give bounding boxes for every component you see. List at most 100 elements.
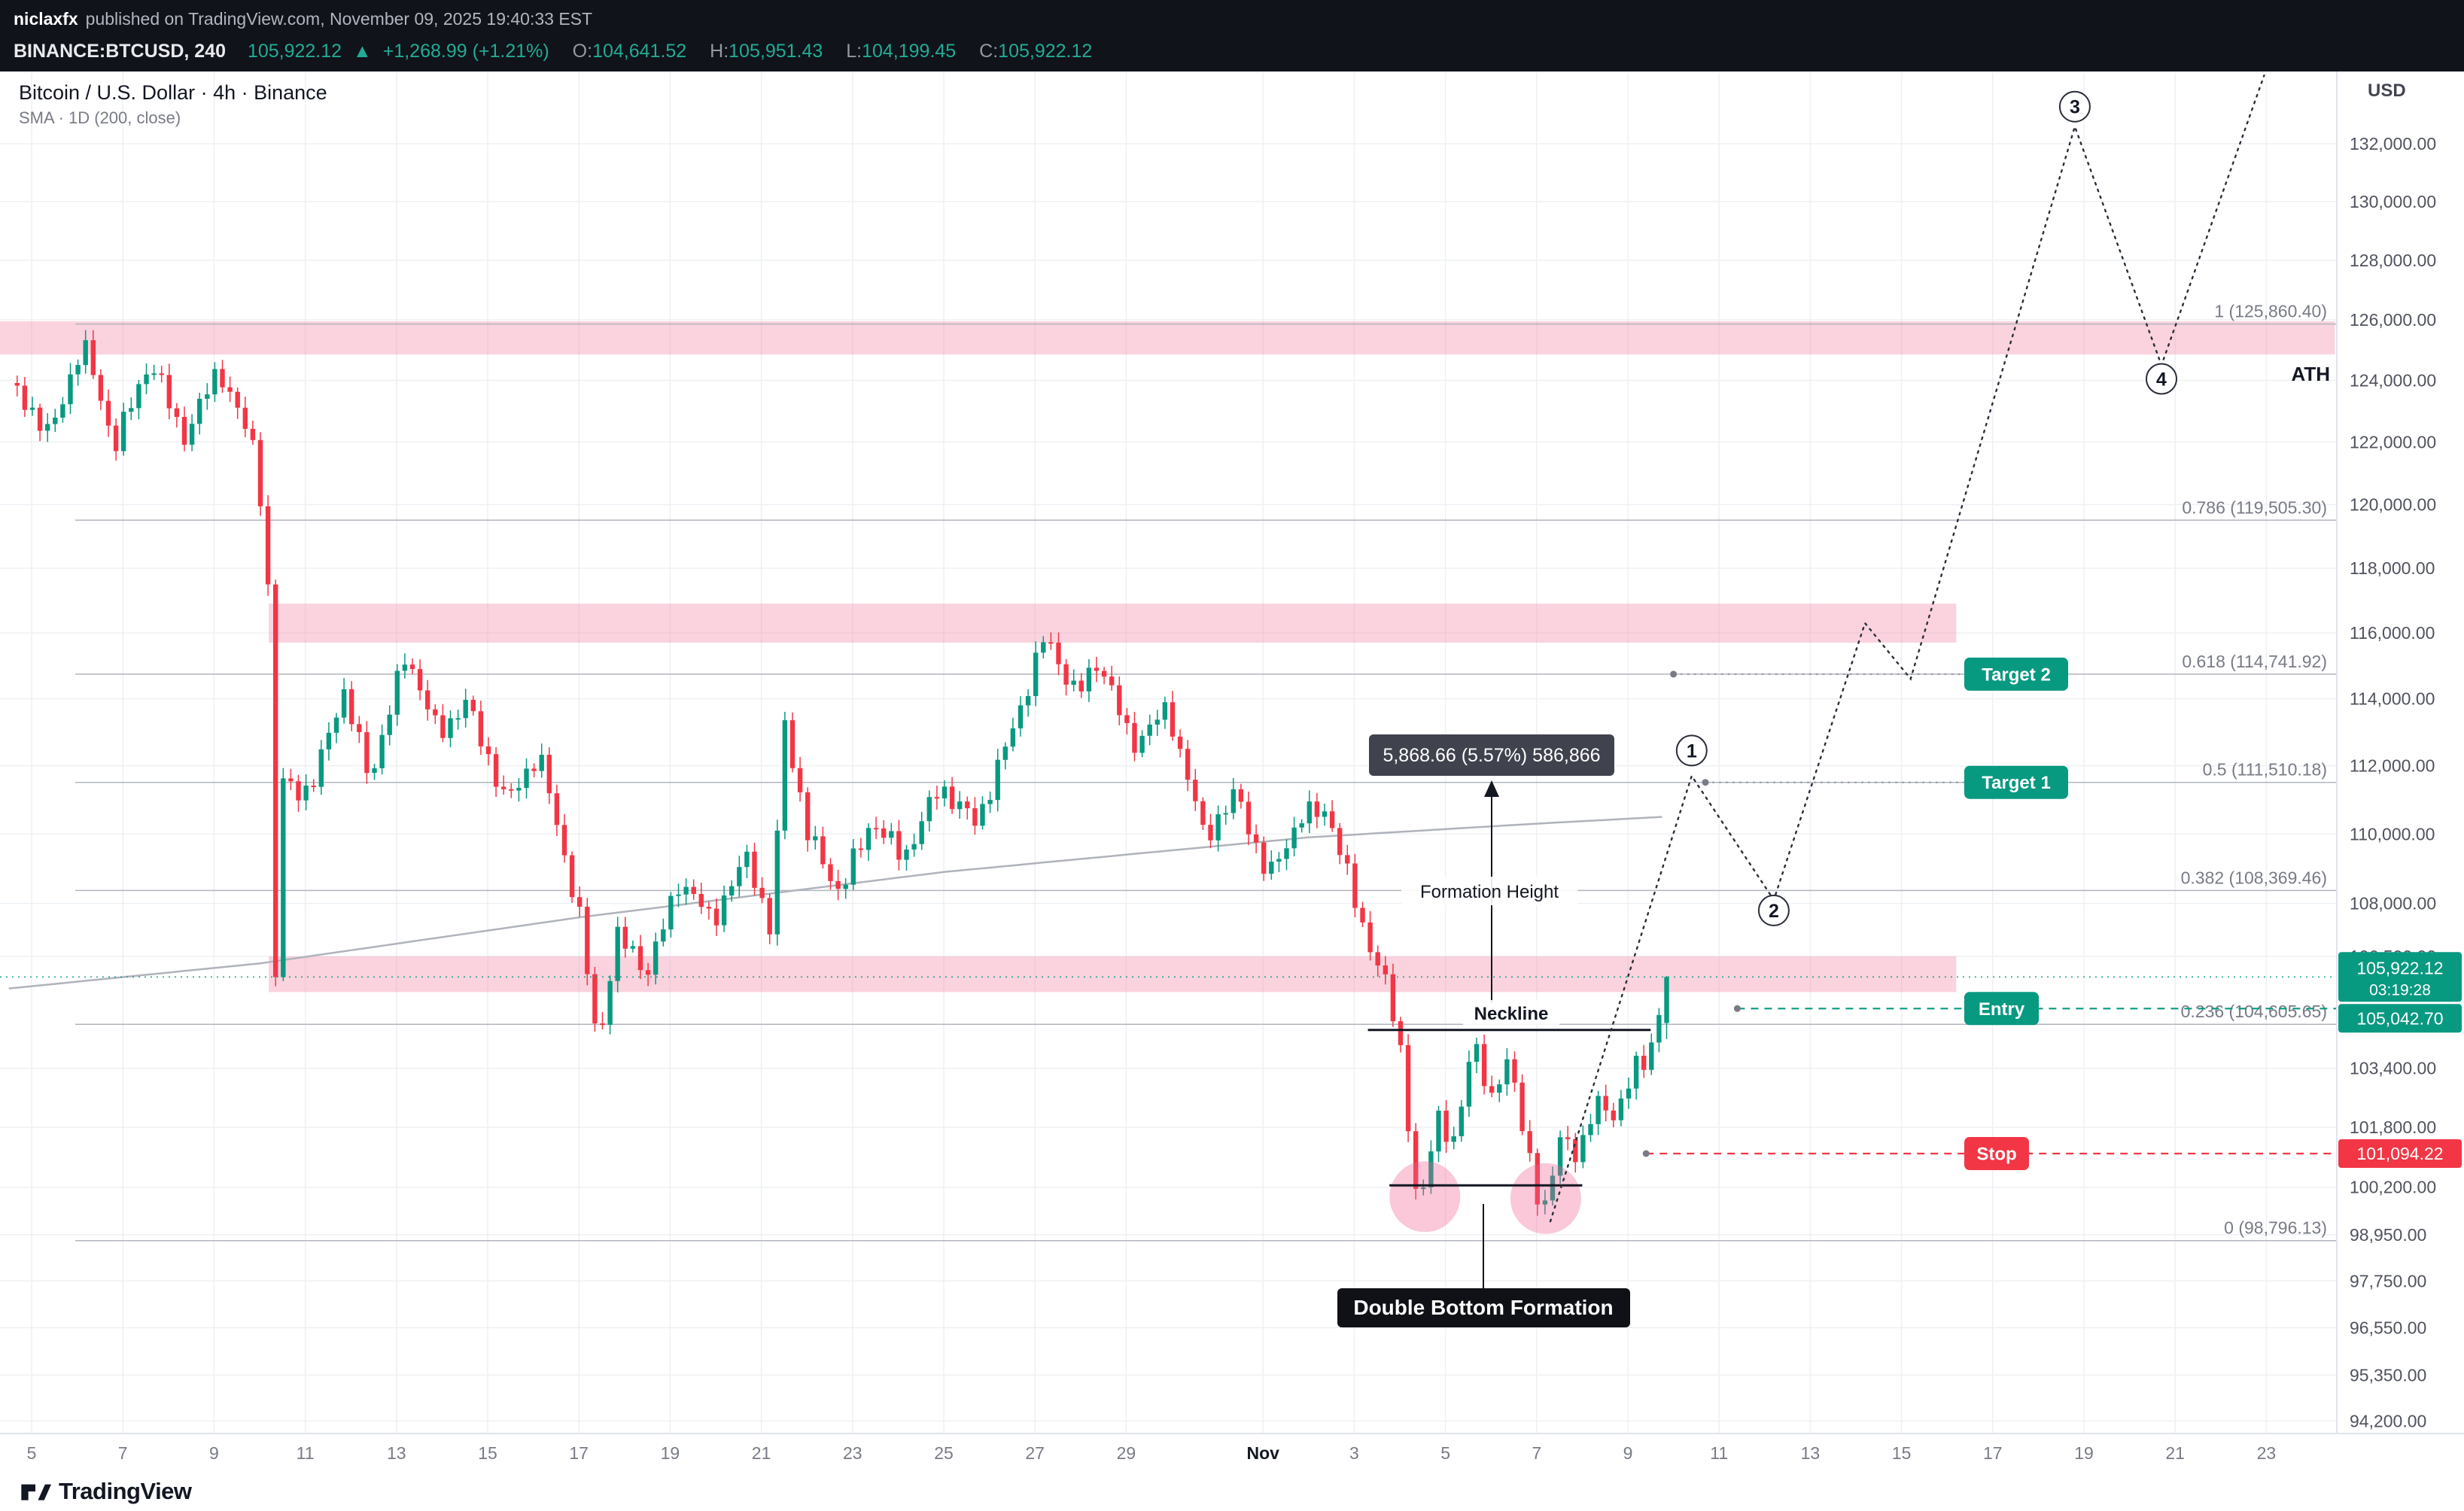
page-footer: TradingView <box>0 1471 2464 1511</box>
supply-zone <box>269 956 1957 993</box>
time-axis-label: Nov <box>1246 1443 1279 1463</box>
price-axis-label: 95,350.00 <box>2350 1365 2426 1385</box>
time-axis-label: 9 <box>1623 1443 1633 1463</box>
svg-text:2: 2 <box>1769 901 1779 922</box>
time-axis-label: 11 <box>1710 1443 1728 1463</box>
time-axis-label: 23 <box>2257 1443 2277 1463</box>
price-axis[interactable] <box>2337 71 2464 1471</box>
fib-level-label: 1 (125,860.40) <box>2214 302 2327 321</box>
chart-canvas[interactable]: 1 (125,860.40) 0.786 (119,505.30) 0.618 (1… <box>0 71 2464 1471</box>
gridlines <box>0 71 2337 1433</box>
formation-height-label: Formation Height <box>1420 882 1559 902</box>
time-axis-label: 7 <box>118 1443 128 1463</box>
stop-price-badge: 101,094.22 <box>2338 1139 2462 1168</box>
price-axis-label: 110,000.00 <box>2350 824 2435 844</box>
brand-name: TradingView <box>59 1477 192 1504</box>
trade-label-target-1[interactable] <box>1964 765 2068 799</box>
price-axis-label: 112,000.00 <box>2350 756 2435 776</box>
time-axis-label: 25 <box>934 1443 954 1463</box>
supply-zones <box>0 321 2335 993</box>
time-axis-label: 29 <box>1117 1443 1136 1463</box>
trade-label-target-2[interactable] <box>1964 657 2068 691</box>
time-axis-label: 5 <box>1440 1443 1450 1463</box>
double-bottom-highlight-circles <box>1389 1161 1581 1234</box>
price-axis-label: 120,000.00 <box>2350 495 2436 515</box>
double-bottom-circle <box>1389 1161 1461 1233</box>
measure-tooltip <box>1369 734 1614 776</box>
svg-text:4: 4 <box>2156 369 2167 391</box>
neckline-label: Neckline <box>1474 1004 1549 1024</box>
time-axis-label: 19 <box>661 1443 680 1463</box>
fib-level-label: 0.618 (114,741.92) <box>2182 652 2327 671</box>
svg-text:3: 3 <box>2070 97 2080 118</box>
double-bottom-label-box[interactable] <box>1337 1288 1630 1327</box>
author-name[interactable]: niclaxfx <box>14 9 78 29</box>
axes[interactable]: 132,000.00 130,000.00 128,000.00 126,000.00… <box>0 71 2464 1471</box>
publish-info: published on TradingView.com, November 0… <box>85 9 593 29</box>
price-axis-label: 98,950.00 <box>2350 1225 2426 1245</box>
direction-arrow-icon: ▲ <box>353 41 372 62</box>
time-axis-label: 13 <box>1801 1443 1821 1463</box>
svg-text:Entry: Entry <box>1979 999 2025 1020</box>
measure-tooltip-text: 5,868.66 (5.57%) 586,866 <box>1383 745 1600 766</box>
supply-zone <box>0 321 2335 355</box>
svg-text:03:19:28: 03:19:28 <box>2369 981 2431 999</box>
price-axis-label: 130,000.00 <box>2350 192 2436 211</box>
trade-label-entry[interactable] <box>1964 992 2039 1026</box>
high-label: H: <box>710 41 729 62</box>
low-label: L: <box>846 41 862 62</box>
time-axis-label: 17 <box>569 1443 589 1463</box>
svg-text:101,094.22: 101,094.22 <box>2356 1144 2443 1163</box>
publish-info-line: niclaxfx published on TradingView.com, No… <box>14 4 2450 34</box>
price-axis-label: 96,550.00 <box>2350 1318 2426 1337</box>
fib-retracement-levels: 1 (125,860.40) 0.786 (119,505.30) 0.618 (1… <box>75 302 2337 1242</box>
price-axis-label: 126,000.00 <box>2350 310 2436 330</box>
formation-height-arrowhead <box>1484 780 1499 797</box>
svg-text:Stop: Stop <box>1976 1145 2016 1165</box>
currency-label: USD <box>2368 81 2406 101</box>
price-axis-label: 132,000.00 <box>2350 134 2436 154</box>
tradingview-logo[interactable]: TradingView <box>20 1476 192 1507</box>
trade-labels: Target 2 Target 1 Entry Stop <box>1670 657 2068 1170</box>
chart-overlay: Bitcoin / U.S. Dollar · 4h · Binance SMA… <box>19 81 2406 127</box>
price-axis-label: 97,750.00 <box>2350 1271 2426 1291</box>
price-axis-label: 116,000.00 <box>2350 623 2435 643</box>
time-axis-label: 15 <box>478 1443 497 1463</box>
symbol-name[interactable]: BINANCE:BTCUSD, 240 <box>14 41 226 62</box>
neckline-label-bg <box>1463 1000 1559 1026</box>
indicator-label[interactable]: SMA · 1D (200, close) <box>19 108 181 127</box>
svg-text:Target 2: Target 2 <box>1982 664 2051 685</box>
wave-marker <box>1675 734 1708 767</box>
svg-text:105,922.12: 105,922.12 <box>2356 958 2443 977</box>
candlesticks <box>14 330 1669 1216</box>
formation-height-label-bg <box>1401 877 1577 905</box>
fib-level-label: 0.786 (119,505.30) <box>2182 497 2327 517</box>
open-label: O: <box>572 41 593 62</box>
time-axis-label: 11 <box>297 1443 315 1463</box>
time-axis-label: 23 <box>843 1443 862 1463</box>
double-bottom-circle <box>1510 1163 1581 1234</box>
price-axis-label: 128,000.00 <box>2350 251 2436 270</box>
time-axis[interactable] <box>0 1433 2464 1471</box>
time-axis-label: 21 <box>752 1443 771 1463</box>
price-axis-label: 118,000.00 <box>2350 558 2435 578</box>
trade-label-stop[interactable] <box>1964 1137 2029 1170</box>
chart-title[interactable]: Bitcoin / U.S. Dollar · 4h · Binance <box>19 81 327 104</box>
high-value: 105,951.43 <box>729 41 823 62</box>
entry-price-badge: 105,042.70 <box>2338 1004 2462 1033</box>
publish-header: niclaxfx published on TradingView.com, No… <box>0 0 2464 71</box>
price-axis-label: 101,800.00 <box>2350 1117 2436 1137</box>
supply-zone <box>269 603 1957 643</box>
price-axis-label: 122,000.00 <box>2350 432 2436 451</box>
time-axis-label: 19 <box>2074 1443 2094 1463</box>
price-axis-label: 108,000.00 <box>2350 894 2436 914</box>
price-axis-label: 124,000.00 <box>2350 371 2436 391</box>
ath-label: ATH <box>2291 363 2330 385</box>
wave-marker <box>2058 90 2091 123</box>
symbol-quote-line: BINANCE:BTCUSD, 240 105,922.12 ▲ +1,268.… <box>14 34 2450 68</box>
price-axis-label: 100,200.00 <box>2350 1178 2436 1197</box>
last-price: 105,922.12 <box>247 41 342 62</box>
time-axis-label: 17 <box>1983 1443 2003 1463</box>
time-axis-label: 5 <box>27 1443 37 1463</box>
close-value: 105,922.12 <box>998 41 1093 62</box>
